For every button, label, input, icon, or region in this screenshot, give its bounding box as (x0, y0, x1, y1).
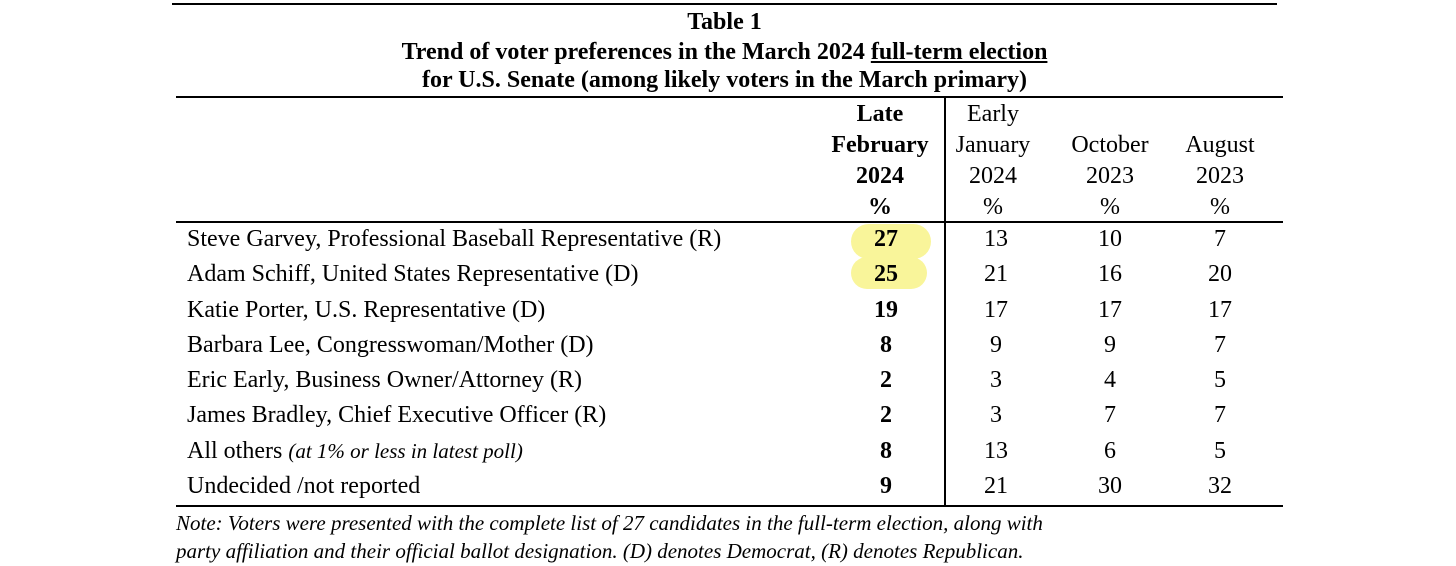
table-row: Barbara Lee, Congresswoman/Mother (D) 8 … (0, 328, 1456, 363)
cell-august: 5 (1214, 367, 1226, 393)
highlight-schiff-late-feb (851, 257, 927, 289)
cell-august: 17 (1208, 297, 1232, 323)
table-note: Note: Voters were presented with the com… (176, 511, 1043, 563)
cell-october: 30 (1098, 473, 1122, 499)
table-row: All others (at 1% or less in latest poll… (0, 434, 1456, 469)
cell-october: 17 (1098, 297, 1122, 323)
cell-early-january: 3 (990, 367, 1002, 393)
cell-august: 7 (1214, 332, 1226, 358)
row-label: Steve Garvey, Professional Baseball Repr… (187, 226, 722, 252)
table-subtitle-line1: Trend of voter preferences in the March … (172, 37, 1277, 67)
table-row: Eric Early, Business Owner/Attorney (R) … (0, 363, 1456, 398)
cell-october: 4 (1104, 367, 1116, 393)
row-label: All others (at 1% or less in latest poll… (187, 438, 523, 464)
cell-late-february: 8 (880, 438, 892, 464)
cell-early-january: 21 (984, 473, 1008, 499)
cell-late-february: 2 (880, 402, 892, 428)
cell-october: 16 (1098, 261, 1122, 287)
row-label: Barbara Lee, Congresswoman/Mother (D) (187, 332, 594, 358)
table-row: James Bradley, Chief Executive Officer (… (0, 398, 1456, 433)
cell-late-february: 9 (880, 473, 892, 499)
cell-late-february: 27 (874, 226, 898, 252)
column-header-october-2023: October 2023 % (1071, 132, 1149, 220)
header-rule (176, 221, 1283, 223)
row-label: Eric Early, Business Owner/Attorney (R) (187, 367, 583, 393)
column-header-early-january-2024: Early January 2024 % (955, 101, 1031, 220)
cell-early-january: 13 (984, 438, 1008, 464)
bottom-rule (176, 505, 1283, 507)
cell-august: 20 (1208, 261, 1232, 287)
cell-late-february: 2 (880, 367, 892, 393)
table-row: Steve Garvey, Professional Baseball Repr… (0, 222, 1456, 257)
cell-october: 6 (1104, 438, 1116, 464)
table-row: Adam Schiff, United States Representativ… (0, 257, 1456, 292)
cell-october: 9 (1104, 332, 1116, 358)
title-rule (176, 96, 1283, 98)
cell-late-february: 25 (874, 261, 898, 287)
subtitle-underlined-term: full-term election (870, 39, 1048, 65)
cell-october: 7 (1104, 402, 1116, 428)
table-subtitle-line2: for U.S. Senate (among likely voters in … (421, 67, 1028, 93)
row-label: James Bradley, Chief Executive Officer (… (187, 402, 607, 428)
cell-early-january: 13 (984, 226, 1008, 252)
top-rule (172, 3, 1277, 5)
column-divider (944, 97, 946, 506)
cell-late-february: 19 (874, 297, 898, 323)
table-row: Undecided /not reported 9 21 30 32 (0, 469, 1456, 504)
highlight-garvey-late-feb (851, 224, 931, 259)
row-label: Adam Schiff, United States Representativ… (187, 261, 639, 287)
row-label: Katie Porter, U.S. Representative (D) (187, 297, 546, 323)
cell-early-january: 17 (984, 297, 1008, 323)
row-label: Undecided /not reported (187, 473, 421, 499)
column-header-late-february-2024: Late February 2024 % (831, 101, 929, 220)
cell-october: 10 (1098, 226, 1122, 252)
cell-august: 5 (1214, 438, 1226, 464)
table-row: Katie Porter, U.S. Representative (D) 19… (0, 293, 1456, 328)
subtitle-prefix: Trend of voter preferences in the March … (401, 39, 871, 65)
cell-late-february: 8 (880, 332, 892, 358)
table-title: Table 1 (687, 9, 762, 35)
cell-early-january: 21 (984, 261, 1008, 287)
cell-august: 7 (1214, 226, 1226, 252)
column-header-august-2023: August 2023 % (1185, 132, 1255, 220)
cell-august: 32 (1208, 473, 1232, 499)
cell-august: 7 (1214, 402, 1226, 428)
cell-early-january: 3 (990, 402, 1002, 428)
cell-early-january: 9 (990, 332, 1002, 358)
